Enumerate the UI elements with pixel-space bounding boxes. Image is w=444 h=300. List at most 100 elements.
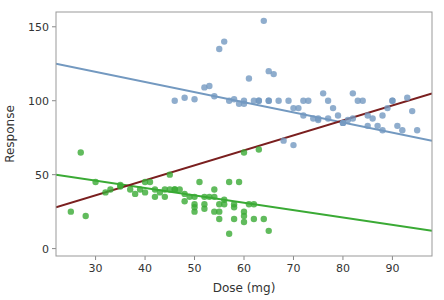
point — [211, 194, 217, 200]
point — [364, 123, 370, 129]
point — [241, 219, 247, 225]
x-tick — [392, 256, 393, 260]
point — [241, 213, 247, 219]
point — [231, 96, 237, 102]
point — [231, 216, 237, 222]
y-tick-label: 150 — [28, 21, 49, 34]
point — [275, 98, 281, 104]
x-tick-label: 60 — [237, 262, 251, 275]
point — [404, 95, 410, 101]
point — [241, 149, 247, 155]
point — [78, 149, 84, 155]
point — [191, 204, 197, 210]
point — [335, 112, 341, 118]
point — [340, 120, 346, 126]
y-tick — [52, 248, 56, 249]
point — [172, 98, 178, 104]
point — [132, 191, 138, 197]
point — [261, 216, 267, 222]
point — [236, 179, 242, 185]
point — [384, 105, 390, 111]
point — [221, 38, 227, 44]
point — [305, 98, 311, 104]
y-tick — [52, 174, 56, 175]
point — [285, 98, 291, 104]
point — [266, 98, 272, 104]
point — [211, 93, 217, 99]
y-tick-label: 50 — [35, 169, 49, 182]
x-tick — [342, 256, 343, 260]
point — [266, 228, 272, 234]
lines — [56, 64, 432, 231]
point — [379, 112, 385, 118]
point — [241, 100, 247, 106]
regression-line — [56, 93, 432, 207]
y-tick — [52, 26, 56, 27]
point — [251, 216, 257, 222]
point — [181, 95, 187, 101]
point — [226, 179, 232, 185]
point — [330, 105, 336, 111]
point — [360, 98, 366, 104]
point — [142, 189, 148, 195]
point — [414, 127, 420, 133]
point — [399, 127, 405, 133]
point — [82, 213, 88, 219]
point — [280, 137, 286, 143]
point — [216, 216, 222, 222]
point — [270, 71, 276, 77]
point — [409, 108, 415, 114]
point — [211, 208, 217, 214]
point — [221, 201, 227, 207]
point — [325, 115, 331, 121]
point — [379, 127, 385, 133]
point — [325, 98, 331, 104]
point — [206, 83, 212, 89]
point — [256, 146, 262, 152]
point — [191, 194, 197, 200]
chart: 30405060708090050100150Dose (mg)Response — [0, 0, 444, 300]
point — [389, 98, 395, 104]
x-tick-label: 50 — [188, 262, 202, 275]
point — [389, 98, 395, 104]
point — [196, 179, 202, 185]
x-tick-label: 80 — [336, 262, 350, 275]
x-tick — [244, 256, 245, 260]
point — [181, 198, 187, 204]
point — [117, 183, 123, 189]
y-tick-label: 100 — [28, 95, 49, 108]
point — [107, 186, 113, 192]
point — [320, 90, 326, 96]
y-tick — [52, 100, 56, 101]
point — [256, 98, 262, 104]
x-tick-label: 90 — [385, 262, 399, 275]
point — [191, 96, 197, 102]
x-tick-label: 30 — [89, 262, 103, 275]
point — [162, 194, 168, 200]
point — [266, 98, 272, 104]
x-tick — [95, 256, 96, 260]
point — [167, 186, 173, 192]
point — [152, 194, 158, 200]
point — [394, 123, 400, 129]
point — [350, 115, 356, 121]
point — [290, 105, 296, 111]
x-tick-label: 70 — [286, 262, 300, 275]
regression-line — [56, 175, 432, 231]
x-tick — [293, 256, 294, 260]
point — [92, 179, 98, 185]
y-axis-label: Response — [3, 105, 17, 163]
point — [261, 18, 267, 24]
x-tick — [145, 256, 146, 260]
point — [127, 186, 133, 192]
point — [369, 115, 375, 121]
plot-frame — [56, 12, 432, 256]
points — [68, 18, 421, 237]
x-axis-label: Dose (mg) — [213, 281, 276, 295]
point — [231, 204, 237, 210]
point — [147, 179, 153, 185]
data-area — [56, 18, 432, 237]
point — [290, 142, 296, 148]
point — [350, 90, 356, 96]
point — [315, 115, 321, 121]
